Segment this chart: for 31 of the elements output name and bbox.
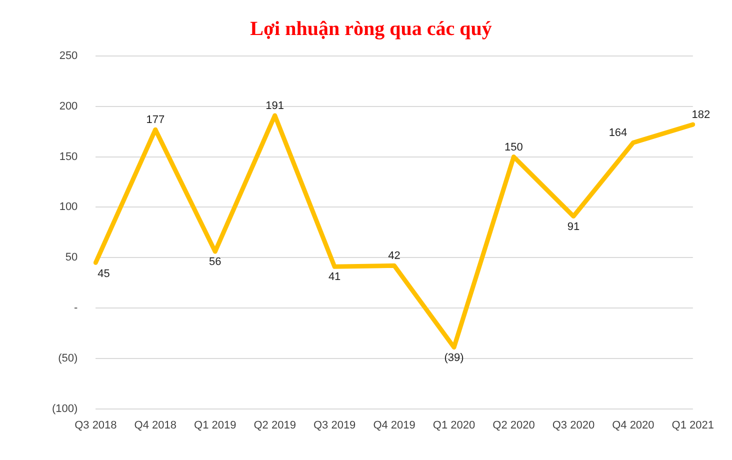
data-label: 150 (504, 141, 523, 154)
y-tick-label: 50 (65, 252, 78, 264)
x-tick-label: Q1 2019 (194, 419, 236, 432)
x-tick-label: Q1 2021 (672, 419, 714, 432)
data-label: 56 (209, 256, 222, 268)
x-tick-label: Q3 2019 (313, 419, 356, 432)
data-label: 164 (608, 127, 628, 140)
y-tick-label: 100 (59, 201, 78, 214)
data-label: 182 (692, 109, 710, 122)
data-label: 42 (388, 250, 400, 262)
x-tick-label: Q2 2019 (254, 419, 296, 432)
x-tick-label: Q1 2020 (432, 419, 476, 432)
chart-title: Lợi nhuận ròng qua các quý (250, 18, 492, 40)
y-tick-label: 200 (59, 100, 78, 112)
data-label: 45 (98, 268, 110, 280)
data-label: 91 (567, 220, 580, 233)
x-tick-label: Q3 2018 (74, 419, 117, 432)
y-tick-label: (100) (52, 402, 78, 415)
data-label: 177 (146, 114, 165, 126)
x-tick-label: Q4 2019 (373, 419, 416, 432)
y-tick-label: - (74, 302, 78, 314)
y-tick-label: (50) (58, 352, 78, 364)
x-tick-label: Q2 2020 (492, 419, 535, 432)
y-tick-label: 150 (59, 150, 78, 163)
data-label: 191 (266, 100, 284, 112)
x-tick-label: Q4 2018 (134, 419, 177, 432)
data-label: 41 (328, 271, 341, 284)
x-tick-label: Q4 2020 (612, 419, 654, 432)
y-tick-label: 250 (59, 50, 78, 62)
x-tick-label: Q3 2020 (552, 419, 595, 432)
data-label: (39) (444, 352, 464, 364)
